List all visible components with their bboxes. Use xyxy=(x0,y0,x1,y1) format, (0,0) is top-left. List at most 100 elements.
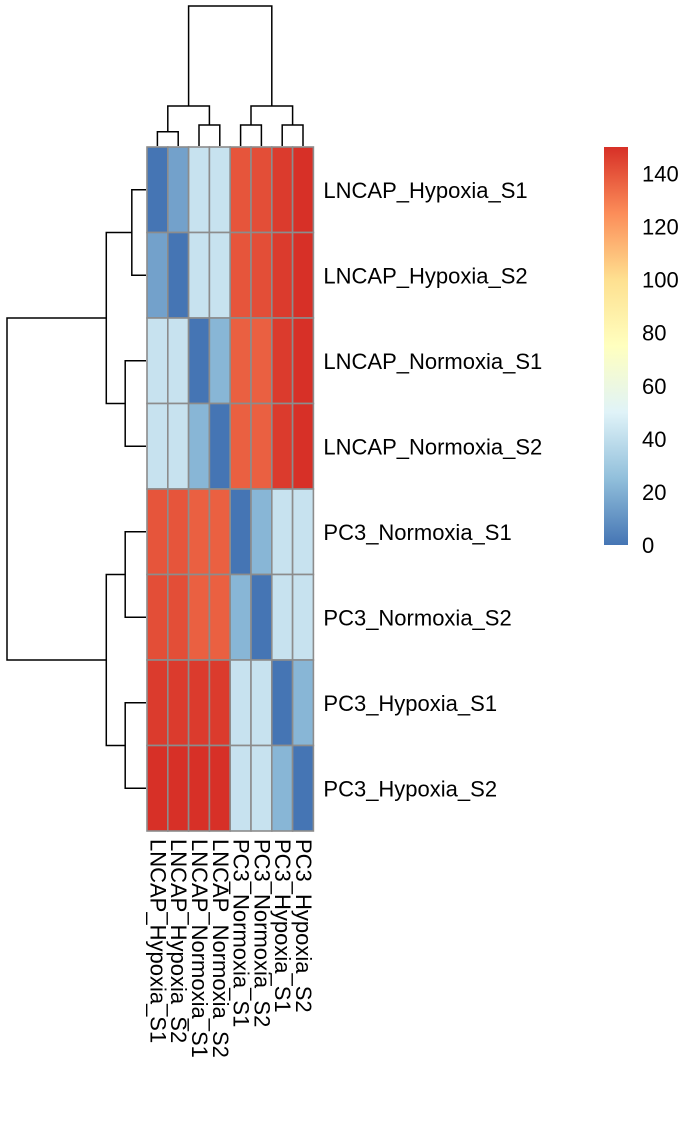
heatmap-cell xyxy=(208,488,231,576)
heatmap-cell xyxy=(270,573,294,661)
heatmap-cell xyxy=(208,231,231,319)
heatmap-cell xyxy=(291,231,315,319)
heatmap-cell xyxy=(270,402,294,490)
column-labels: LNCAP_Hypoxia_S1LNCAP_Hypoxia_S2LNCAP_No… xyxy=(145,839,316,1058)
row-label: PC3_Normoxia_S1 xyxy=(323,520,511,545)
heatmap-cell xyxy=(208,573,231,661)
column-label: LNCAP_Hypoxia_S2 xyxy=(166,839,191,1043)
heatmap-cell xyxy=(229,402,252,490)
heatmap-cell xyxy=(187,659,211,747)
row-label: LNCAP_Hypoxia_S2 xyxy=(323,263,527,288)
heatmap-cell xyxy=(250,573,273,661)
heatmap-cell xyxy=(146,402,169,490)
heatmap-cell xyxy=(291,317,315,405)
row-dendrogram-branch xyxy=(124,702,146,789)
row-label: LNCAP_Normoxia_S1 xyxy=(323,349,542,374)
heatmap-cell xyxy=(229,317,252,405)
heatmap-cell xyxy=(250,317,273,405)
heatmap-cell xyxy=(187,573,211,661)
heatmap-cell xyxy=(146,317,169,405)
heatmap-cell xyxy=(250,488,273,576)
row-label: LNCAP_Hypoxia_S1 xyxy=(323,178,527,203)
column-dendrogram xyxy=(156,5,304,146)
heatmap-cell xyxy=(291,402,315,490)
heatmap-cell xyxy=(146,573,169,661)
heatmap-cell xyxy=(146,146,169,234)
color-legend-tick-label: 0 xyxy=(642,533,654,558)
heatmap-cell xyxy=(187,488,211,576)
heatmap-cell xyxy=(250,402,273,490)
color-legend-tick-label: 140 xyxy=(642,162,679,187)
heatmap-cell xyxy=(229,488,252,576)
row-label: PC3_Hypoxia_S2 xyxy=(323,776,497,801)
column-label: PC3_Hypoxia_S2 xyxy=(291,839,316,1013)
heatmap-cell xyxy=(187,317,211,405)
heatmap-cell xyxy=(208,146,231,234)
color-legend-tick-label: 60 xyxy=(642,374,666,399)
column-dendrogram-branch xyxy=(167,105,211,132)
heatmap-cell xyxy=(270,146,294,234)
heatmap-cell xyxy=(250,744,273,832)
row-labels: LNCAP_Hypoxia_S1 LNCAP_Hypoxia_S2 LNCAP_No… xyxy=(323,178,542,802)
column-dendrogram-branch xyxy=(239,124,263,146)
heatmap-cell xyxy=(167,231,190,319)
column-label: LNCAP_Normoxia_S1 xyxy=(187,839,212,1058)
heatmap-cell xyxy=(167,402,190,490)
column-dendrogram-branch xyxy=(187,5,273,106)
heatmap-cell xyxy=(146,659,169,747)
heatmap-cell xyxy=(270,317,294,405)
heatmap-cell xyxy=(250,659,273,747)
heatmap-cell xyxy=(167,146,190,234)
heatmap-cell xyxy=(167,659,190,747)
heatmap-cell xyxy=(270,744,294,832)
row-dendrogram-branch xyxy=(124,360,146,447)
heatmap-cell xyxy=(208,317,231,405)
heatmap-cell xyxy=(250,231,273,319)
row-dendrogram-branch xyxy=(124,531,146,618)
heatmap-cell xyxy=(270,231,294,319)
color-legend-tick-label: 20 xyxy=(642,480,666,505)
row-label: PC3_Normoxia_S2 xyxy=(323,605,511,630)
column-dendrogram-branch xyxy=(250,105,294,126)
heatmap-cell xyxy=(167,744,190,832)
column-label: PC3_Normoxia_S1 xyxy=(229,839,254,1027)
heatmap-cell xyxy=(250,146,273,234)
heatmap-cell xyxy=(229,744,252,832)
color-legend-bar xyxy=(604,147,628,545)
heatmap-cell xyxy=(167,488,190,576)
heatmap-cell xyxy=(291,659,315,747)
heatmap-cell xyxy=(208,744,231,832)
heatmap-cell xyxy=(187,744,211,832)
heatmap-cell xyxy=(291,488,315,576)
column-label: PC3_Hypoxia_S1 xyxy=(270,839,295,1013)
row-label: PC3_Hypoxia_S1 xyxy=(323,691,497,716)
row-dendrogram-branch xyxy=(105,231,132,405)
column-label: LNCAP_Normoxia_S2 xyxy=(208,839,233,1058)
color-legend: 0 20 40 60 80 100 120 140 xyxy=(604,147,679,558)
heatmap-cell xyxy=(270,488,294,576)
row-dendrogram xyxy=(6,189,146,789)
color-legend-tick-label: 100 xyxy=(642,268,679,293)
heatmap-cell xyxy=(229,573,252,661)
column-dendrogram-branch xyxy=(198,124,221,146)
row-dendrogram-branch xyxy=(131,189,146,276)
heatmap-cell xyxy=(146,231,169,319)
heatmap-cell xyxy=(187,146,211,234)
row-label: LNCAP_Normoxia_S2 xyxy=(323,434,542,459)
heatmap-cell xyxy=(229,146,252,234)
column-label: PC3_Normoxia_S2 xyxy=(249,839,274,1027)
heatmap-cell xyxy=(167,317,190,405)
color-legend-tick-label: 40 xyxy=(642,427,666,452)
row-dendrogram-branch xyxy=(6,317,107,661)
heatmap-cell xyxy=(146,744,169,832)
heatmap-cell xyxy=(187,231,211,319)
heatmap-cell xyxy=(229,659,252,747)
heatmap-cell xyxy=(167,573,190,661)
heatmap-cell xyxy=(208,402,231,490)
color-legend-tick-label: 120 xyxy=(642,215,679,240)
column-dendrogram-branch xyxy=(156,130,179,146)
column-dendrogram-branch xyxy=(281,124,304,146)
heatmap-cell xyxy=(146,488,169,576)
heatmap-cells xyxy=(146,146,315,832)
